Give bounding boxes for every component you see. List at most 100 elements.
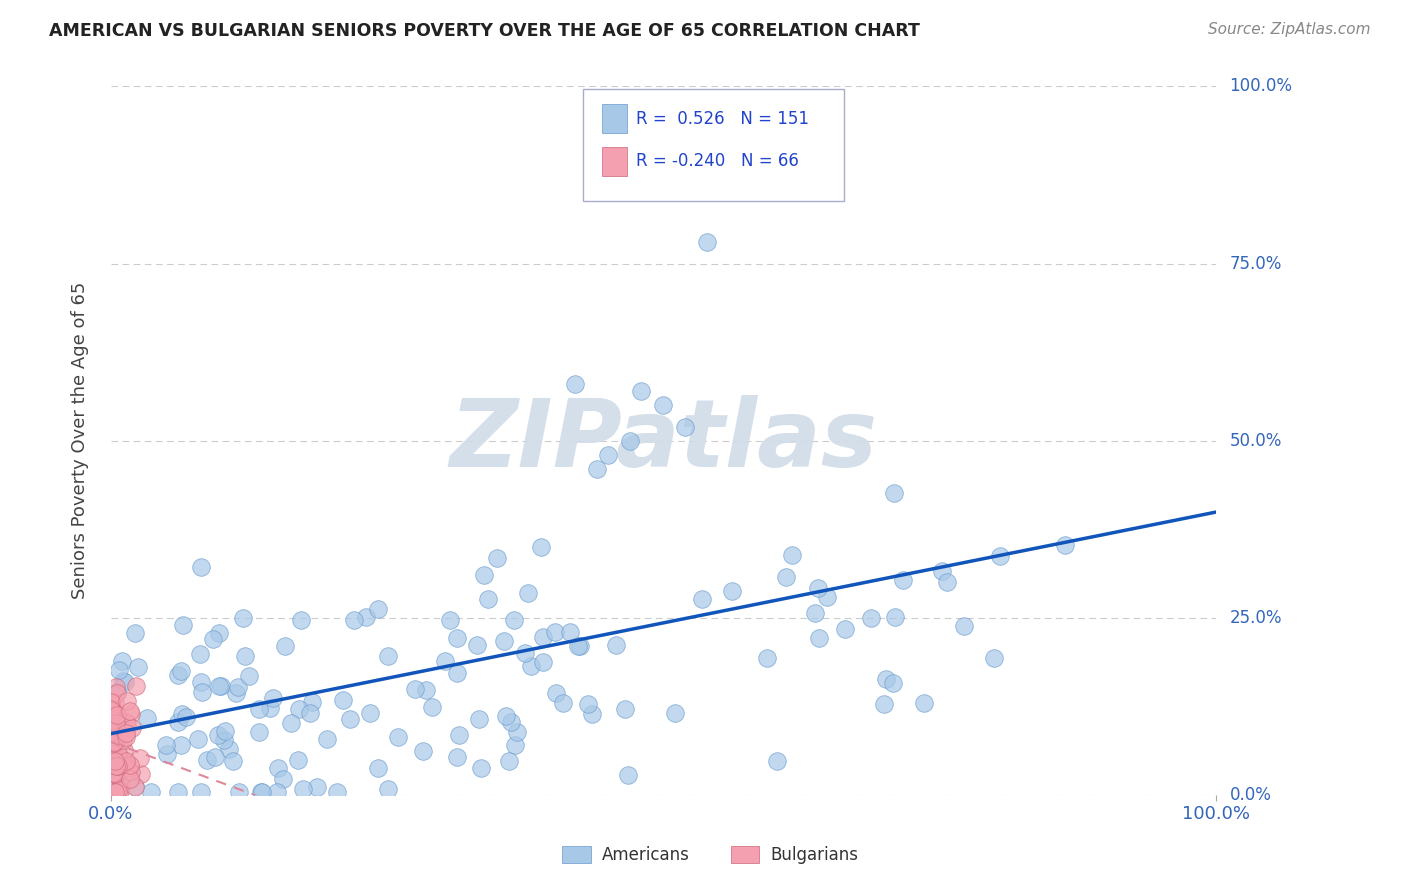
Point [207,679,229,693]
Point [332,693,354,707]
Point [468,712,491,726]
Point [105,708,128,723]
Point [104,733,127,747]
Point [287,753,309,767]
Point [115,717,138,731]
Point [605,638,627,652]
Point [262,691,284,706]
Point [114,742,136,756]
Point [105,684,128,698]
Point [619,434,641,448]
Point [249,702,271,716]
Point [118,705,141,719]
Point [114,674,136,689]
Point [860,611,883,625]
Point [664,706,686,721]
Point [503,613,526,627]
Point [530,540,553,554]
Point [804,606,827,620]
Point [170,664,193,678]
Text: 25.0%: 25.0% [1230,609,1282,627]
Point [785,164,807,178]
Point [167,668,190,682]
Point [249,724,271,739]
Point [721,583,744,598]
Point [988,549,1011,563]
Point [105,757,128,772]
Point [108,754,131,768]
Point [569,639,592,653]
Point [207,728,229,742]
Point [170,738,193,752]
Point [110,756,132,771]
Point [567,639,589,653]
Point [266,784,288,798]
Point [190,784,212,798]
Point [614,702,637,716]
Point [756,650,779,665]
Point [765,754,787,768]
Point [211,679,233,693]
Point [105,751,128,765]
Point [250,784,273,798]
Point [108,737,131,751]
Point [107,746,129,760]
Point [367,601,389,615]
Point [472,567,495,582]
Point [105,784,128,798]
Point [191,685,214,699]
Point [101,718,124,732]
Point [586,462,609,476]
Point [290,613,312,627]
Point [531,630,554,644]
Point [367,761,389,775]
Point [1053,538,1076,552]
Point [953,619,976,633]
Point [238,669,260,683]
Point [449,728,471,742]
Point [107,663,129,677]
Point [226,681,249,695]
Point [101,766,124,780]
Point [115,693,138,707]
Point [299,706,322,721]
Point [498,754,520,768]
Point [387,730,409,744]
Point [202,632,225,647]
Point [503,738,526,752]
Point [492,634,515,648]
Point [100,725,122,739]
Point [204,750,226,764]
Point [280,715,302,730]
Point [412,743,434,757]
Point [114,715,136,730]
Point [301,695,323,709]
Point [105,735,128,749]
Point [170,706,193,721]
Point [104,734,127,748]
Point [104,767,127,781]
Point [596,448,619,462]
Point [103,737,125,751]
Point [111,751,134,765]
Point [107,768,129,782]
Point [377,649,399,664]
Point [100,695,122,709]
Point [884,610,907,624]
Point [110,777,132,791]
Point [190,559,212,574]
Text: 50.0%: 50.0% [1230,432,1282,450]
Point [101,702,124,716]
Point [564,377,586,392]
Point [104,715,127,730]
Text: 75.0%: 75.0% [1230,254,1282,273]
Text: Source: ZipAtlas.com: Source: ZipAtlas.com [1208,22,1371,37]
Y-axis label: Seniors Poverty Over the Age of 65: Seniors Poverty Over the Age of 65 [72,282,89,599]
Point [439,613,461,627]
Point [551,696,574,710]
Point [316,731,339,746]
Point [108,781,131,796]
Point [104,680,127,694]
Point [114,723,136,738]
Point [983,650,1005,665]
